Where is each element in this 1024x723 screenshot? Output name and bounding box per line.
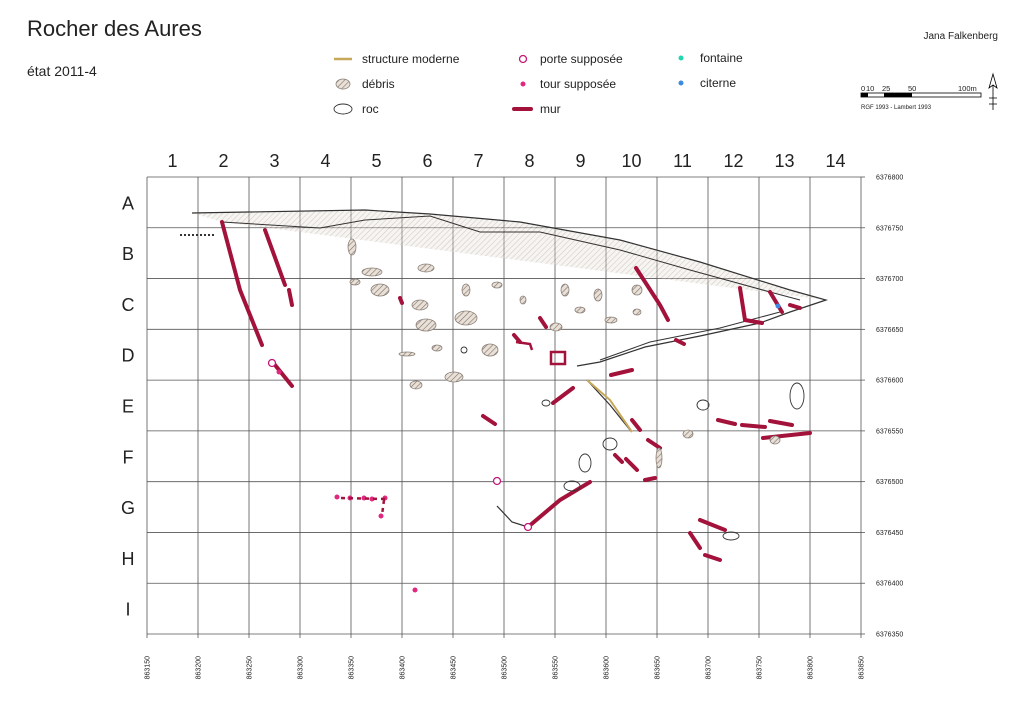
wall [549, 350, 567, 366]
easting-label: 863550 [553, 656, 560, 679]
row-label: C [122, 295, 135, 315]
easting-label: 863600 [604, 656, 611, 679]
legend-swatch [678, 80, 684, 86]
projection: RGF 1993 - Lambert 1993 [861, 105, 932, 111]
column-label: 14 [825, 151, 845, 171]
legend-swatch [333, 103, 353, 115]
path [496, 379, 631, 528]
north-arrow [988, 72, 998, 110]
wall [515, 340, 534, 351]
modern-structure [586, 379, 633, 433]
easting-label: 863150 [145, 656, 152, 679]
easting-label: 863750 [757, 656, 764, 679]
column-label: 13 [774, 151, 794, 171]
column-label: 4 [320, 151, 330, 171]
easting-label: 863250 [247, 656, 254, 679]
northing-label: 6376450 [876, 530, 903, 537]
column-label: 11 [673, 151, 692, 171]
legend-swatch [335, 78, 351, 90]
easting-label: 863300 [298, 656, 305, 679]
easting-label: 863200 [196, 656, 203, 679]
scale-label: 50 [908, 84, 916, 93]
legend-swatch [518, 54, 528, 64]
scale-bar: 0 10 25 50 100m RGF 1993 - Lambert 1993 [860, 72, 998, 111]
easting-label: 863500 [502, 656, 509, 679]
northing-label: 6376750 [876, 225, 903, 232]
legend-label: mur [540, 102, 561, 116]
easting-label: 863450 [451, 656, 458, 679]
row-label: D [122, 346, 135, 366]
tower [276, 369, 418, 593]
subtitle: état 2011-4 [27, 63, 97, 79]
column-label: 5 [371, 151, 381, 171]
legend: structure moderne débris roc porte suppo… [333, 51, 743, 116]
door [267, 358, 533, 532]
scale-label: 0 [861, 84, 865, 93]
easting-label: 863700 [706, 656, 713, 679]
northing-label: 6376500 [876, 479, 903, 486]
row-label: G [121, 498, 135, 518]
northing-label: 6376400 [876, 581, 903, 588]
wall [220, 220, 812, 562]
legend-label: fontaine [700, 51, 743, 65]
legend-label: structure moderne [362, 52, 460, 66]
rampart-band [192, 210, 826, 300]
northing-label: 6376800 [876, 175, 903, 182]
grid: 863150 863200 863250 863300 863350 863400 8634… [121, 151, 903, 679]
row-label: F [123, 447, 134, 467]
easting-label: 863800 [808, 656, 815, 679]
site-plan [180, 209, 829, 593]
northing-label: 6376700 [876, 276, 903, 283]
column-label: 9 [575, 151, 585, 171]
easting-label: 863350 [349, 656, 356, 679]
column-label: 2 [218, 151, 228, 171]
wall [340, 496, 386, 516]
author: Jana Falkenberg [924, 31, 999, 42]
northing-label: 6376550 [876, 428, 903, 435]
rock [460, 346, 805, 541]
column-label: 10 [621, 151, 641, 171]
legend-label: tour supposée [540, 77, 616, 91]
debris [347, 238, 781, 469]
easting-label: 863650 [655, 656, 662, 679]
column-label: 1 [167, 151, 177, 171]
column-label: 3 [269, 151, 279, 171]
title: Rocher des Aures [27, 16, 202, 41]
legend-swatch [678, 55, 684, 61]
cistern [775, 303, 781, 309]
easting-label: 863400 [400, 656, 407, 679]
row-label: B [122, 244, 134, 264]
row-label: A [122, 193, 134, 213]
legend-label: roc [362, 102, 379, 116]
outline [191, 209, 829, 367]
scale-label: 25 [882, 84, 890, 93]
northing-label: 6376350 [876, 632, 903, 639]
column-label: 8 [524, 151, 534, 171]
legend-label: citerne [700, 76, 736, 90]
column-label: 7 [473, 151, 483, 171]
column-label: 12 [723, 151, 743, 171]
row-label: E [122, 397, 134, 417]
row-label: H [122, 549, 135, 569]
legend-label: débris [362, 77, 395, 91]
row-label: I [125, 600, 130, 620]
column-label: 6 [422, 151, 432, 171]
northing-label: 6376650 [876, 327, 903, 334]
legend-swatch [520, 81, 526, 87]
scale-label: 10 [866, 84, 874, 93]
northing-label: 6376600 [876, 378, 903, 385]
easting-label: 863850 [859, 656, 866, 679]
scale-label: 100m [958, 84, 977, 93]
legend-label: porte supposée [540, 52, 623, 66]
